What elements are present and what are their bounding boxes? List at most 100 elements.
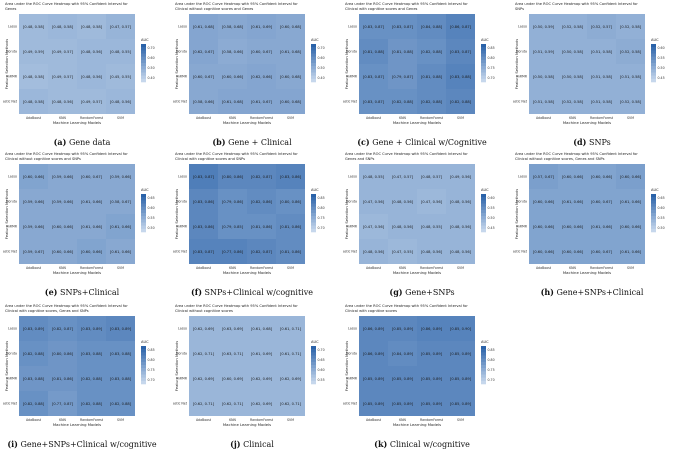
x-axis-label: Machine Learning Models [53, 270, 101, 275]
legend-gradient-step [141, 380, 146, 385]
heatmap-cell [446, 39, 475, 64]
cell-label: [0.61, 0.66] [591, 225, 613, 229]
legend-gradient-step [141, 371, 146, 375]
heatmap-cell [77, 239, 106, 264]
x-tick-label: SVM [117, 418, 124, 422]
legend-gradient-step [311, 380, 316, 385]
legend-gradient-step [311, 66, 316, 70]
legend-tick-label: 0.60 [148, 206, 155, 210]
legend-tick-label: 0.50 [658, 66, 665, 70]
cell-label: [0.60, 0.68] [280, 75, 302, 79]
legend-gradient-step [141, 53, 146, 57]
legend-gradient-step [141, 346, 146, 350]
x-tick-label: SVM [627, 116, 634, 120]
cell-label: [0.49, 0.57] [52, 75, 74, 79]
x-tick-label: AdaBoost [196, 418, 212, 422]
y-tick-label: mRMR [177, 377, 188, 381]
heatmap-b: Area under the ROC Curve Heatmap with 95… [173, 2, 325, 125]
legend-gradient-step [141, 365, 146, 369]
cell-label: [0.48, 0.56] [450, 250, 472, 254]
legend-tick-label: 0.85 [488, 348, 495, 352]
heatmap-cell [19, 316, 48, 341]
x-tick-label: AdaBoost [196, 116, 212, 120]
legend-gradient-step [141, 206, 146, 211]
legend-gradient-step [481, 47, 486, 51]
cell-label: [0.84, 0.89] [392, 352, 414, 356]
cell-label: [0.59, 0.66] [52, 200, 74, 204]
cell-label: [0.83, 0.88] [81, 352, 103, 356]
x-tick-label: SVM [457, 266, 464, 270]
cell-label: [0.82, 0.87] [251, 250, 273, 254]
cell-label: [0.83, 0.87] [193, 175, 215, 179]
heatmap-cell [276, 239, 305, 264]
heatmap-cell [446, 316, 475, 341]
cell-label: [0.61, 0.68] [251, 327, 273, 331]
caption-d: (d) SNPs [573, 137, 611, 147]
cell-label: [0.48, 0.58] [81, 25, 103, 29]
cell-label: [0.52, 0.58] [562, 25, 584, 29]
cell-label: [0.62, 0.67] [193, 50, 215, 54]
cell-label: [0.83, 0.89] [23, 327, 45, 331]
cell-label: [0.51, 0.58] [591, 100, 613, 104]
legend-tick-label: 0.65 [148, 196, 155, 200]
cell-label: [0.60, 0.67] [81, 175, 103, 179]
legend-gradient-step [141, 197, 146, 201]
cell-label: [0.61, 0.68] [222, 100, 244, 104]
x-tick-label: KNN [229, 116, 236, 120]
heatmap-cell [247, 164, 276, 189]
heatmap-cell [218, 14, 247, 39]
cell-label: [0.82, 0.87] [251, 175, 273, 179]
legend-gradient-step [141, 69, 146, 73]
heatmap-cell [218, 64, 247, 89]
cell-label: [0.77, 0.86] [222, 250, 244, 254]
cell-label: [0.81, 0.86] [52, 377, 74, 381]
legend-gradient-step [481, 216, 486, 220]
heatmap-g: Area under the ROC Curve Heatmap with 95… [343, 152, 495, 275]
heatmap-cell [616, 89, 645, 114]
cell-label: [0.83, 0.86] [193, 225, 215, 229]
x-tick-label: SVM [287, 116, 294, 120]
x-axis-label: Machine Learning Models [393, 120, 441, 125]
heatmap-cell [247, 391, 276, 416]
y-tick-label: Elastic Net [513, 100, 528, 104]
heatmap-cell [48, 391, 77, 416]
legend-gradient-step [311, 228, 316, 233]
legend-gradient-step [651, 197, 656, 201]
cell-label: [0.83, 0.87] [450, 50, 472, 54]
heatmap-cell [106, 39, 135, 64]
x-tick-label: KNN [569, 116, 576, 120]
y-tick-label: Boruta [6, 200, 17, 204]
legend-gradient-step [651, 206, 656, 211]
legend-gradient-step [481, 209, 486, 214]
legend-gradient-step [481, 361, 486, 366]
legend-gradient-step [311, 209, 316, 214]
panel-gene-data: Area under the ROC Curve Heatmap with 95… [3, 0, 161, 148]
x-axis-label: Machine Learning Models [223, 270, 271, 275]
legend-gradient-step [481, 53, 486, 57]
heatmap-cell [587, 39, 616, 64]
legend-gradient-step [481, 72, 486, 76]
heatmap-cell [388, 341, 417, 366]
cell-label: [0.48, 0.55] [421, 225, 443, 229]
cell-label: [0.82, 0.88] [110, 402, 132, 406]
heatmap-cell [616, 189, 645, 214]
heatmap-cell [48, 39, 77, 64]
legend-gradient-step [141, 374, 146, 378]
legend-gradient-step [141, 349, 146, 353]
legend-tick-label: 0.80 [148, 358, 155, 362]
caption-k: (k) Clinical w/cognitive [374, 439, 470, 449]
legend-gradient-step [311, 349, 316, 353]
x-tick-label: KNN [59, 116, 66, 120]
legend-gradient-step [311, 358, 316, 363]
legend-gradient-step [651, 56, 656, 61]
heatmap-cell [388, 39, 417, 64]
legend-tick-label: 0.55 [658, 56, 665, 60]
y-tick-label: Boruta [346, 50, 357, 54]
x-axis-label: Machine Learning Models [53, 120, 101, 125]
y-tick-label: Lasso [8, 25, 17, 29]
legend-title: AUC [141, 188, 149, 192]
legend-gradient-step [481, 222, 486, 226]
cell-label: [0.48, 0.58] [23, 25, 45, 29]
heatmap-cell [359, 341, 388, 366]
cell-label: [0.82, 0.88] [392, 100, 414, 104]
